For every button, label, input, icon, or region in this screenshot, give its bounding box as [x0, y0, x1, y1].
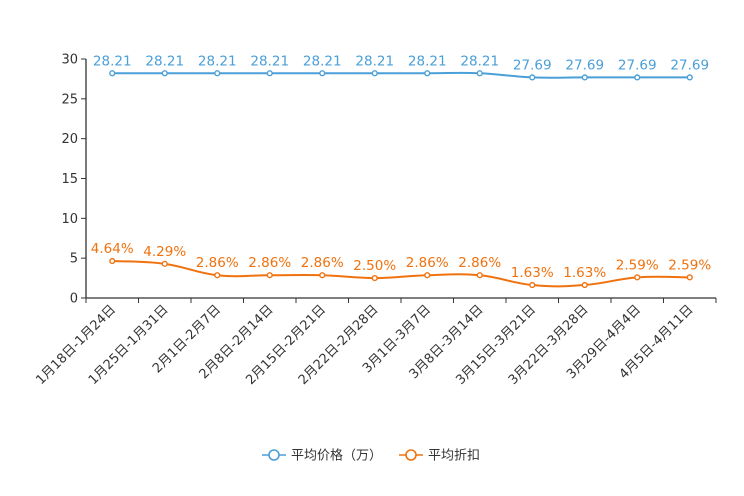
data-point[interactable] — [371, 274, 378, 282]
data-point[interactable] — [634, 74, 641, 81]
y-tick-label: 20 — [61, 132, 78, 147]
data-point[interactable] — [109, 70, 116, 77]
data-point[interactable] — [161, 70, 168, 77]
data-point[interactable] — [581, 74, 588, 81]
series-2: 4.64% 4.29% 2.86% 2.86% 2.86% 2.50% 2.86% 2.86%… — [91, 241, 711, 289]
data-point[interactable] — [686, 274, 693, 281]
data-label: 2.86% — [406, 255, 449, 271]
data-point[interactable] — [266, 272, 273, 279]
series-line — [112, 260, 690, 288]
data-label: 2.59% — [668, 257, 711, 273]
data-label: 2.86% — [196, 255, 239, 271]
data-label: 2.86% — [248, 255, 291, 271]
data-label: 28.21 — [303, 53, 342, 69]
data-point[interactable] — [529, 281, 536, 289]
data-label: 28.21 — [460, 53, 499, 69]
data-label: 2.86% — [458, 255, 501, 271]
y-tick-label: 15 — [61, 172, 78, 187]
legend-label: 平均价格（万） — [291, 448, 382, 464]
legend-marker-icon — [405, 449, 417, 461]
y-tick-label: 5 — [70, 252, 78, 267]
data-point[interactable] — [476, 272, 483, 279]
data-label: 1.63% — [563, 265, 606, 281]
series-line — [112, 71, 690, 79]
data-label: 28.21 — [408, 53, 447, 69]
data-label: 2.86% — [301, 255, 344, 271]
data-point[interactable] — [529, 74, 536, 81]
legend-item-2[interactable]: 平均折扣 — [399, 449, 480, 464]
data-label: 27.69 — [618, 57, 657, 73]
data-point[interactable] — [214, 70, 221, 77]
data-point[interactable] — [266, 70, 273, 77]
data-point[interactable] — [161, 260, 168, 267]
data-label: 28.21 — [198, 53, 237, 69]
data-label: 28.21 — [93, 53, 132, 69]
series-1: 28.21 28.21 28.21 28.21 28.21 28.21 28.21 28.21… — [93, 53, 709, 81]
series-group: 28.21 28.21 28.21 28.21 28.21 28.21 28.21 28.21… — [91, 53, 711, 289]
data-label: 28.21 — [250, 53, 289, 69]
data-point[interactable] — [476, 70, 483, 77]
y-tick-label: 0 — [70, 292, 78, 307]
y-tick-label: 25 — [61, 92, 78, 107]
data-label: 27.69 — [670, 57, 709, 73]
data-point[interactable] — [581, 281, 588, 289]
data-label: 28.21 — [145, 53, 184, 69]
data-point[interactable] — [424, 70, 431, 77]
data-label: 27.69 — [513, 57, 552, 73]
data-point[interactable] — [109, 257, 116, 265]
data-point[interactable] — [371, 70, 378, 77]
data-point[interactable] — [319, 272, 326, 279]
data-label: 4.29% — [143, 244, 186, 260]
legend[interactable]: 平均价格（万） 平均折扣 — [262, 448, 480, 464]
data-label: 2.59% — [616, 257, 659, 273]
x-axis-ticks: 1月18日-1月24日1月25日-1月31日2月1日-2月7日2月8日-2月14… — [33, 298, 717, 388]
data-point[interactable] — [319, 70, 326, 77]
data-point[interactable] — [634, 274, 641, 281]
data-point[interactable] — [424, 272, 431, 279]
data-label: 2.50% — [353, 258, 396, 274]
data-label: 1.63% — [511, 265, 554, 281]
data-point[interactable] — [686, 74, 693, 81]
data-point[interactable] — [214, 272, 221, 279]
y-tick-label: 30 — [61, 53, 78, 68]
legend-marker-icon — [268, 449, 280, 461]
legend-item-1[interactable]: 平均价格（万） — [262, 448, 382, 464]
y-tick-label: 10 — [61, 212, 78, 227]
data-label: 4.64% — [91, 241, 134, 257]
data-label: 27.69 — [565, 57, 604, 73]
legend-label: 平均折扣 — [428, 449, 480, 464]
data-label: 28.21 — [355, 53, 394, 69]
y-axis-ticks: 0 5 10 15 20 25 30 — [61, 53, 86, 307]
